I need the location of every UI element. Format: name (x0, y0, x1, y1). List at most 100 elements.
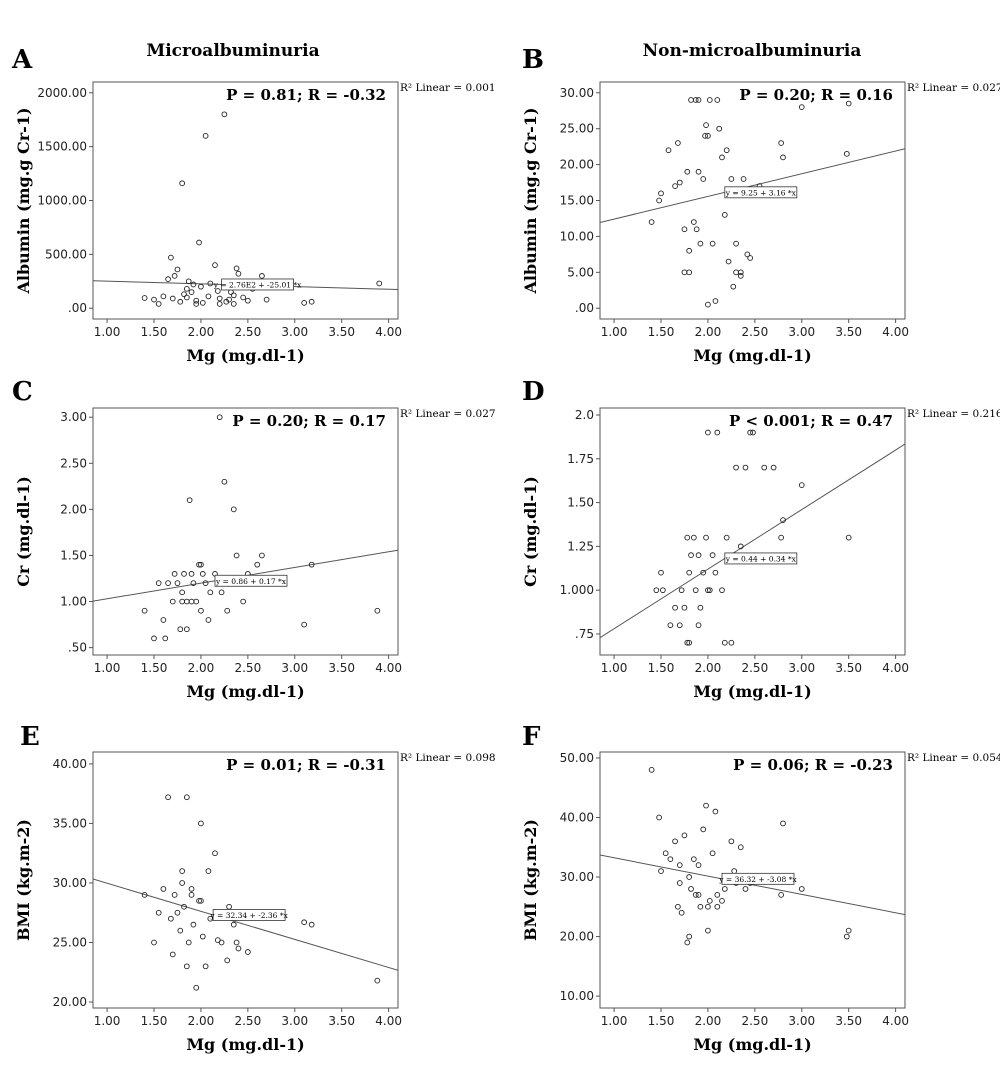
y-tick-label: 25.00 (53, 936, 87, 950)
data-point (160, 886, 167, 892)
data-point (169, 295, 176, 302)
data-point (207, 280, 214, 287)
data-point (254, 561, 261, 568)
data-point (697, 604, 704, 611)
y-tick-label: 30.00 (560, 86, 594, 100)
data-point (141, 892, 148, 898)
x-tick-label: 2.00 (695, 661, 722, 675)
data-point (780, 154, 786, 161)
data-point (658, 868, 664, 874)
data-point (719, 897, 725, 904)
y-axis-title: Cr (mg.dl-1) (521, 476, 540, 587)
x-tick-label: 3.50 (835, 325, 862, 339)
x-tick-label: 2.50 (234, 661, 261, 675)
data-point (656, 197, 662, 204)
stat-annotation: P = 0.20; R = 0.17 (232, 412, 386, 430)
data-point (733, 464, 739, 471)
x-tick-label: 2.50 (741, 661, 768, 675)
data-point (240, 598, 247, 605)
data-point (193, 598, 200, 605)
data-point (301, 299, 308, 306)
data-point (728, 838, 735, 845)
data-point (737, 543, 744, 550)
y-axis-title: Cr (mg.dl-1) (14, 476, 33, 587)
data-point (672, 183, 678, 189)
data-point (778, 140, 784, 146)
data-point (216, 295, 223, 302)
data-point (662, 850, 669, 857)
data-point (845, 927, 852, 934)
x-axis-title: Mg (mg.dl-1) (186, 682, 304, 701)
data-point (690, 856, 697, 863)
data-point (658, 190, 664, 197)
stat-annotation: P = 0.20; R = 0.16 (739, 86, 893, 104)
data-point (648, 219, 655, 225)
panel-a: A 1.00 1.50 2.00 2.50 3.00 3.50 4.00 .00 500.00 10… (11, 45, 496, 365)
x-tick-label: 1.00 (94, 1014, 121, 1028)
data-point (169, 951, 176, 958)
x-tick-label: 3.50 (328, 661, 355, 675)
data-point (678, 587, 685, 594)
x-tick-label: 2.50 (741, 325, 768, 339)
data-point (168, 915, 174, 922)
data-point (179, 598, 186, 605)
data-point (141, 295, 148, 301)
data-point (190, 921, 197, 928)
data-point (688, 886, 694, 892)
data-point (244, 297, 251, 304)
y-tick-label: 50.00 (560, 751, 594, 765)
data-point (183, 794, 190, 801)
data-point (728, 639, 735, 646)
data-point (712, 808, 719, 815)
data-point (728, 176, 735, 182)
x-axis-title: Mg (mg.dl-1) (693, 682, 811, 701)
y-axis-title: Albumin (mg.g Cr-1) (14, 107, 33, 294)
y-tick-label: .00 (575, 301, 594, 315)
y-tick-label: 1.50 (567, 496, 594, 510)
data-point (196, 897, 202, 904)
stat-annotation: P = 0.06; R = -0.23 (733, 756, 893, 774)
y-tick-label: 1500.00 (37, 140, 87, 154)
x-tick-label: 3.00 (788, 1014, 815, 1028)
data-point (198, 561, 204, 568)
data-point (226, 296, 232, 303)
y-tick-label: 40.00 (53, 757, 87, 771)
x-tick-label: 3.00 (788, 661, 815, 675)
y-tick-label: 25.00 (560, 122, 594, 136)
data-point (660, 587, 666, 594)
data-point (168, 254, 174, 261)
data-point (798, 482, 805, 488)
equation-label: y = 0.44 + 0.34 *x (725, 554, 797, 563)
y-tick-label: 1.50 (60, 548, 87, 562)
equation-box (724, 552, 798, 565)
data-point (676, 179, 683, 186)
data-point (778, 892, 784, 898)
x-tick-label: 3.50 (835, 1014, 862, 1028)
equation-label: y = 2.76E2 + -25.01 *x (213, 280, 302, 289)
data-point (695, 168, 702, 175)
data-point (690, 534, 697, 541)
data-point (205, 617, 212, 623)
data-point (188, 598, 195, 605)
data-point (226, 903, 232, 910)
data-point (709, 240, 716, 247)
data-point (301, 621, 308, 628)
data-point (723, 534, 730, 541)
data-point (653, 587, 660, 594)
data-point (845, 534, 852, 541)
data-point (177, 626, 184, 633)
equation-label: y = 0.86 + 0.17 *x (215, 577, 287, 586)
r-squared-label: R² Linear = 0.001 (400, 82, 496, 94)
data-point (750, 429, 756, 436)
x-tick-label: 1.50 (141, 325, 168, 339)
data-point (703, 802, 709, 809)
data-point (700, 826, 707, 833)
plot-frame (599, 751, 906, 1009)
data-point (193, 297, 200, 304)
data-point (733, 269, 739, 276)
equation-box (214, 574, 288, 587)
data-point (692, 892, 699, 898)
data-point (684, 534, 691, 541)
equation-box (721, 872, 795, 885)
stat-annotation: P = 0.81; R = -0.32 (226, 86, 386, 104)
